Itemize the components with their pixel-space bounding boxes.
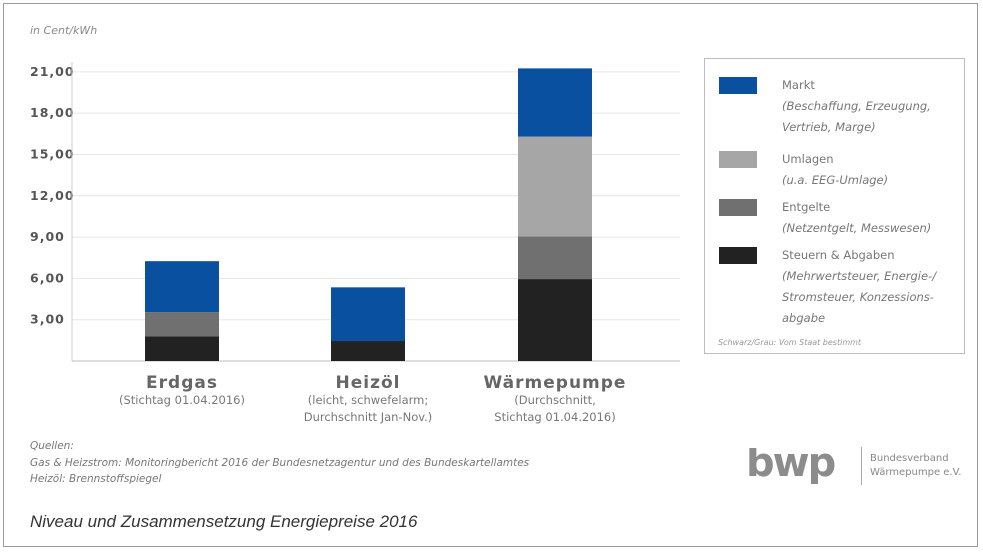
bar-segment (518, 279, 592, 361)
legend-name: Markt (782, 78, 815, 92)
category-sublabel: Durchschnitt Jan-Nov.) (304, 410, 433, 424)
legend-swatch-umlagen (719, 151, 757, 168)
sources-heading: Quellen: (30, 440, 74, 452)
legend-swatch-entgelte (719, 199, 757, 216)
sources-line: Gas & Heizstrom: Monitoringbericht 2016 … (30, 456, 530, 469)
category-label: Heizöl (336, 373, 401, 393)
legend: Markt (Beschaffung, Erzeugung, Vertrieb,… (704, 58, 965, 354)
sources: Quellen: Gas & Heizstrom: Monitoringberi… (30, 438, 529, 488)
legend-desc: (Beschaffung, Erzeugung, (782, 99, 931, 113)
legend-name: Steuern & Abgaben (782, 248, 895, 262)
logo-divider (861, 447, 862, 485)
y-tick-label: 6,00 (30, 270, 65, 285)
unit-label: in Cent/kWh (30, 24, 98, 37)
bar-segment (145, 336, 219, 361)
y-tick-label: 3,00 (30, 312, 65, 327)
legend-item-entgelte: Entgelte (Netzentgelt, Messwesen) (719, 197, 931, 239)
legend-desc: (u.a. EEG-Umlage) (782, 173, 889, 187)
logo-text-line: Wärmepumpe e.V. (870, 467, 962, 478)
bar-segment (331, 341, 405, 361)
legend-desc: (Mehrwertsteuer, Energie-/ (782, 269, 937, 283)
bar-segment (518, 136, 592, 237)
y-tick-label: 18,00 (30, 105, 75, 120)
bar-segment (331, 287, 405, 342)
category-sublabel: (Stichtag 01.04.2016) (119, 393, 245, 407)
legend-swatch-steuern (719, 247, 757, 264)
bar-segment (518, 68, 592, 137)
category-sublabel: Stichtag 01.04.2016) (494, 410, 615, 424)
bwp-logo: bwp Bundesverband Wärmepumpe e.V. (746, 447, 961, 485)
y-tick-label: 15,00 (30, 146, 75, 161)
category-sublabel: (Durchschnitt, (514, 393, 595, 407)
legend-note: Schwarz/Grau: Vom Staat bestimmt (718, 338, 862, 347)
bar-segment (145, 261, 219, 313)
bar-segment (518, 236, 592, 280)
legend-name: Umlagen (782, 152, 834, 166)
category-label: Wärmepumpe (484, 373, 627, 393)
legend-desc: abgabe (782, 311, 826, 325)
legend-item-markt: Markt (Beschaffung, Erzeugung, Vertrieb,… (719, 75, 931, 138)
legend-desc: (Netzentgelt, Messwesen) (782, 221, 932, 235)
bar-segment (145, 312, 219, 337)
legend-name: Entgelte (782, 200, 831, 214)
legend-item-umlagen: Umlagen (u.a. EEG-Umlage) (719, 149, 888, 191)
y-tick-label: 12,00 (30, 188, 75, 203)
legend-desc: Vertrieb, Marge) (782, 120, 876, 134)
legend-desc: Stromsteuer, Konzessions- (782, 290, 934, 304)
legend-swatch-markt (719, 77, 757, 94)
y-tick-label: 9,00 (30, 229, 65, 244)
chart-svg: 3,00 6,00 9,00 12,00 15,00 18,00 21,00 Erdgas(S… (30, 62, 680, 424)
category-label: Erdgas (146, 373, 218, 393)
caption: Niveau und Zusammensetzung Energiepreise… (30, 512, 418, 531)
sources-line: Heizöl: Brennstoffspiegel (30, 473, 162, 485)
y-tick-label: 21,00 (30, 64, 75, 79)
logo-text-line: Bundesverband (870, 453, 949, 464)
logo-wordmark: bwp (746, 448, 835, 484)
legend-item-steuern: Steuern & Abgaben (Mehrwertsteuer, Energ… (719, 245, 936, 329)
category-sublabel: (leicht, schwefelarm; (308, 393, 428, 407)
bwp-logo-mark: bwp (746, 448, 837, 484)
